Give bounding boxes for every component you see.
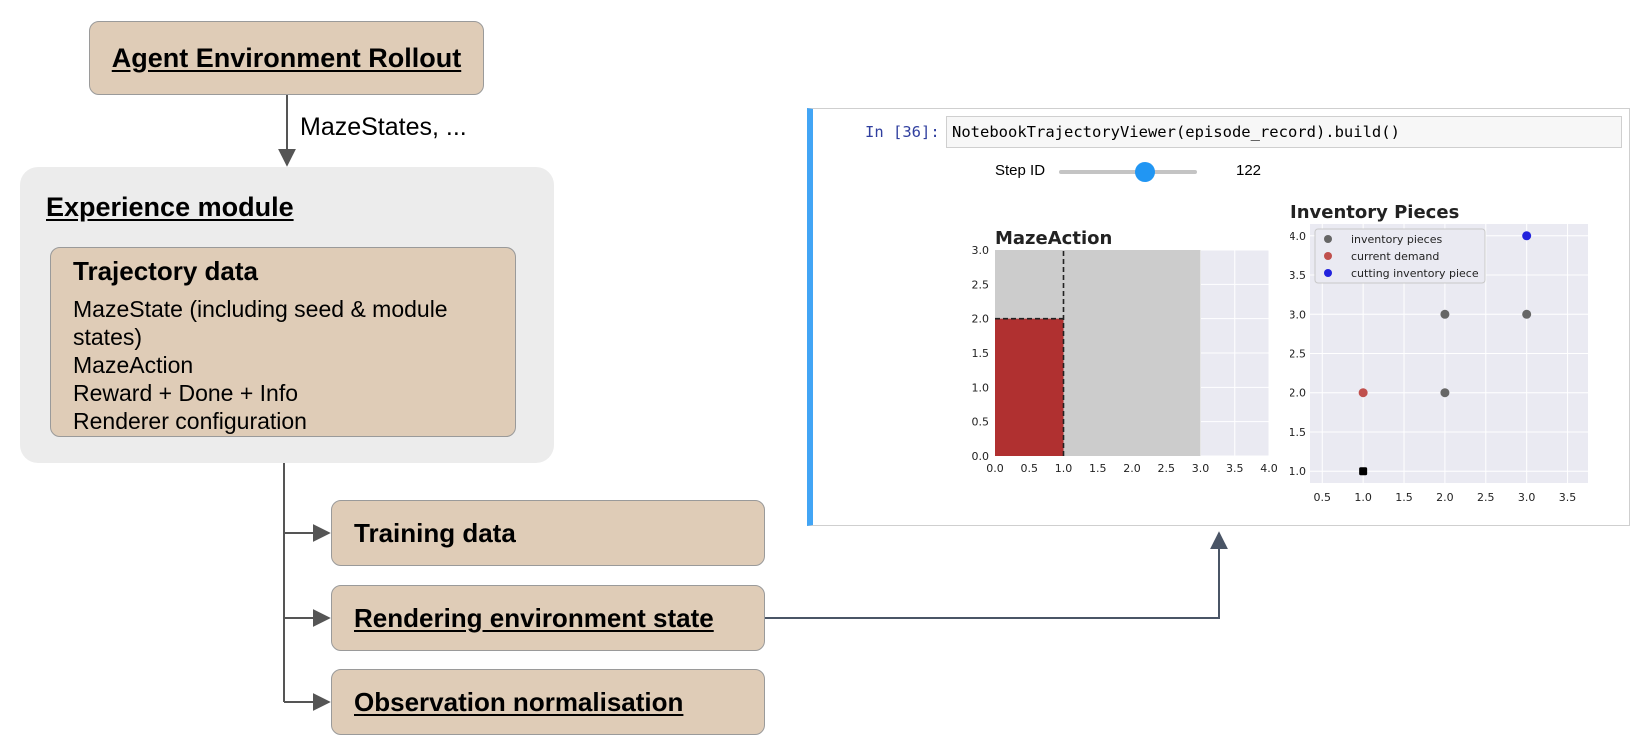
x-tick-label: 2.5: [1158, 462, 1176, 475]
training-data-box: Training data: [331, 500, 765, 566]
agent-rollout-box: Agent Environment Rollout: [89, 21, 484, 95]
y-tick-label: 0.5: [972, 416, 990, 429]
x-tick-label: 0.0: [986, 462, 1004, 475]
agent-rollout-label: Agent Environment Rollout: [111, 42, 462, 73]
x-tick-label: 3.5: [1226, 462, 1244, 475]
cell-prompt: In [36]:: [865, 123, 940, 141]
maze-action-chart: 0.0 0.5 1.0 1.5 2.0 2.5 3.0 3.5 4.0 0.0 0.5 1.0 1.5 2…: [972, 228, 1278, 475]
y-tick-label: 1.5: [1290, 426, 1306, 439]
y-tick-label: 2.0: [1290, 387, 1306, 400]
x-tick-label: 1.5: [1395, 491, 1413, 504]
render-to-notebook-arrow: [765, 531, 1228, 619]
data-point: [1358, 388, 1368, 398]
step-slider-handle[interactable]: [1134, 162, 1155, 182]
slider-label: Step ID: [995, 162, 1046, 179]
x-tick-label: 1.5: [1089, 462, 1107, 475]
y-tick-label: 3.0: [1290, 308, 1306, 321]
legend-box: [1314, 228, 1486, 284]
bar-rect: [995, 318, 1064, 456]
y-tick-label: 1.0: [1290, 465, 1306, 478]
chart-title: Inventory Pieces: [1290, 202, 1459, 223]
y-tick-label: 3.5: [1290, 269, 1306, 282]
legend-label: inventory pieces: [1351, 233, 1442, 246]
x-tick-label: 2.5: [1477, 491, 1495, 504]
trajectory-line: Renderer configuration: [73, 408, 307, 434]
y-tick-label: 4.0: [1290, 230, 1306, 243]
x-tick-label: 1.0: [1354, 491, 1372, 504]
y-tick-label: 2.5: [972, 278, 990, 291]
experience-module-title: Experience module: [46, 192, 294, 222]
legend-marker: [1324, 252, 1332, 260]
x-tick-label: 0.5: [1314, 491, 1332, 504]
rendering-state-label: Rendering environment state: [354, 602, 714, 633]
edge-label: MazeStates, ...: [300, 113, 467, 141]
legend-marker: [1324, 235, 1332, 243]
observation-normalisation-label: Observation normalisation: [354, 686, 684, 717]
observation-normalisation-box: Observation normalisation: [331, 669, 765, 735]
x-tick-label: 2.0: [1123, 462, 1141, 475]
y-tick-label: 1.0: [972, 381, 990, 394]
trajectory-line: Reward + Done + Info: [73, 380, 299, 406]
y-tick-label: 3.0: [972, 244, 990, 257]
y-tick-label: 2.5: [1290, 348, 1306, 361]
x-tick-label: 3.5: [1559, 491, 1577, 504]
y-tick-label: 1.5: [972, 347, 990, 360]
x-tick-label: 0.5: [1021, 462, 1039, 475]
trajectory-title: Trajectory data: [73, 256, 258, 286]
x-tick-label: 2.0: [1436, 491, 1454, 504]
x-tick-label: 3.0: [1192, 462, 1210, 475]
data-point: [1522, 309, 1532, 319]
rendering-state-box: Rendering environment state: [331, 585, 765, 651]
y-tick-label: 0.0: [972, 450, 990, 463]
data-point: [1440, 309, 1450, 319]
y-tick-label: 2.0: [972, 313, 990, 326]
x-tick-label: 3.0: [1518, 491, 1536, 504]
step-slider-track[interactable]: [1059, 170, 1197, 174]
legend-marker: [1324, 269, 1332, 277]
chart-title: MazeAction: [995, 228, 1112, 249]
trajectory-line: MazeState (including seed & module: [73, 296, 448, 322]
legend-label: current demand: [1351, 250, 1439, 263]
x-tick-label: 1.0: [1055, 462, 1073, 475]
trajectory-line: MazeAction: [73, 352, 194, 378]
data-point: [1359, 467, 1368, 476]
trajectory-data-box: Trajectory data MazeState (including see…: [50, 247, 516, 437]
legend-label: cutting inventory piece: [1351, 267, 1479, 280]
data-point: [1522, 231, 1532, 241]
x-tick-label: 4.0: [1260, 462, 1278, 475]
slider-value: 122: [1236, 162, 1262, 179]
trajectory-line: states): [73, 324, 143, 350]
code-input[interactable]: NotebookTrajectoryViewer(episode_record)…: [946, 116, 1622, 148]
inventory-pieces-chart: 0.5 1.0 1.5 2.0 2.5 3.0 3.5 1.0 1.5 2.0 2.5 3.0 3.5 4…: [1290, 202, 1588, 504]
training-data-label: Training data: [354, 517, 516, 548]
data-point: [1440, 388, 1450, 398]
